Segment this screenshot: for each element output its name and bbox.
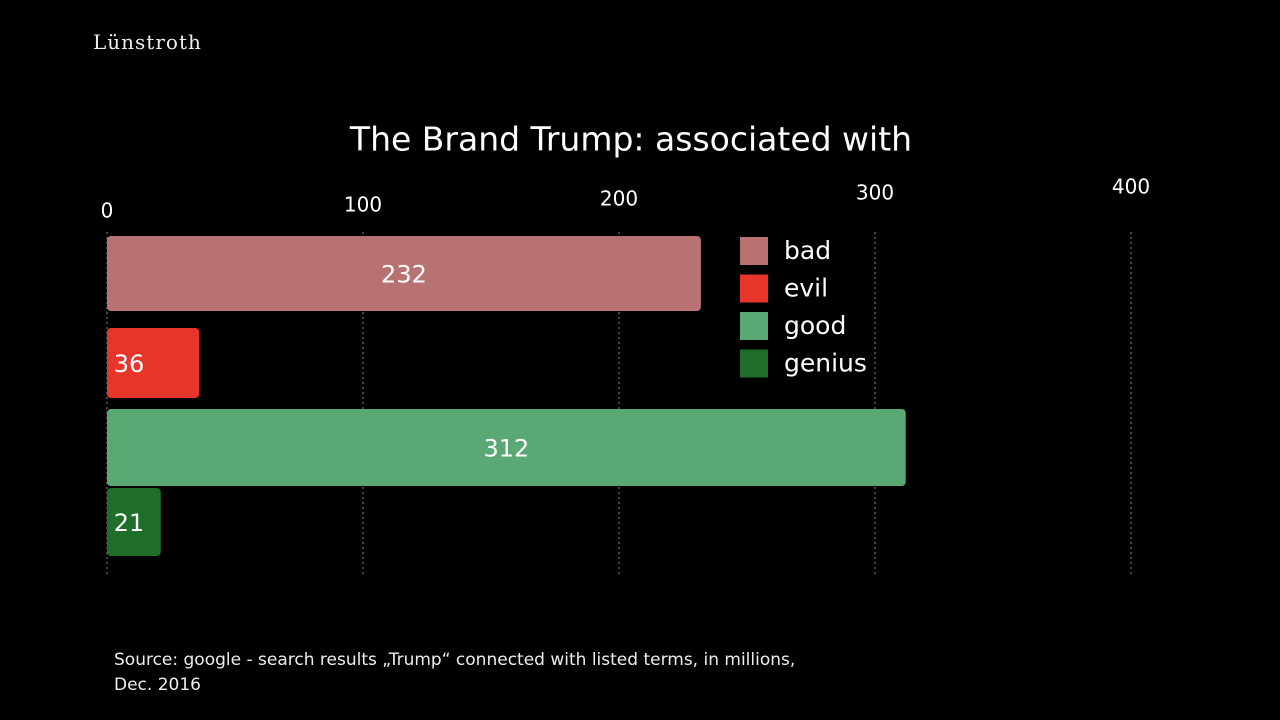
x-tick-label: 100 <box>344 193 382 217</box>
bar <box>107 488 161 556</box>
x-tick-label: 400 <box>1112 175 1150 199</box>
value-label: 36 <box>114 350 145 378</box>
legend-swatch <box>740 349 768 378</box>
legend-label: evil <box>784 274 828 303</box>
x-tick-label: 0 <box>101 199 114 223</box>
x-tick-label: 300 <box>856 181 894 205</box>
chart-title: The Brand Trump: associated with <box>349 120 912 159</box>
bar <box>107 236 701 311</box>
legend-label: good <box>784 311 846 340</box>
bar <box>107 328 200 398</box>
legend-swatch <box>740 237 768 265</box>
value-label: 312 <box>483 435 529 463</box>
brand: Lünstroth <box>93 30 202 54</box>
legend-label: bad <box>784 236 831 265</box>
legend-swatch <box>740 312 768 340</box>
value-label: 232 <box>381 261 427 289</box>
source-note: Source: google - search results „Trump“ … <box>114 650 796 695</box>
legend-label: genius <box>784 349 867 378</box>
bar <box>107 409 906 486</box>
value-label: 21 <box>114 509 145 537</box>
legend-swatch <box>740 274 768 303</box>
x-tick-label: 200 <box>600 187 638 211</box>
